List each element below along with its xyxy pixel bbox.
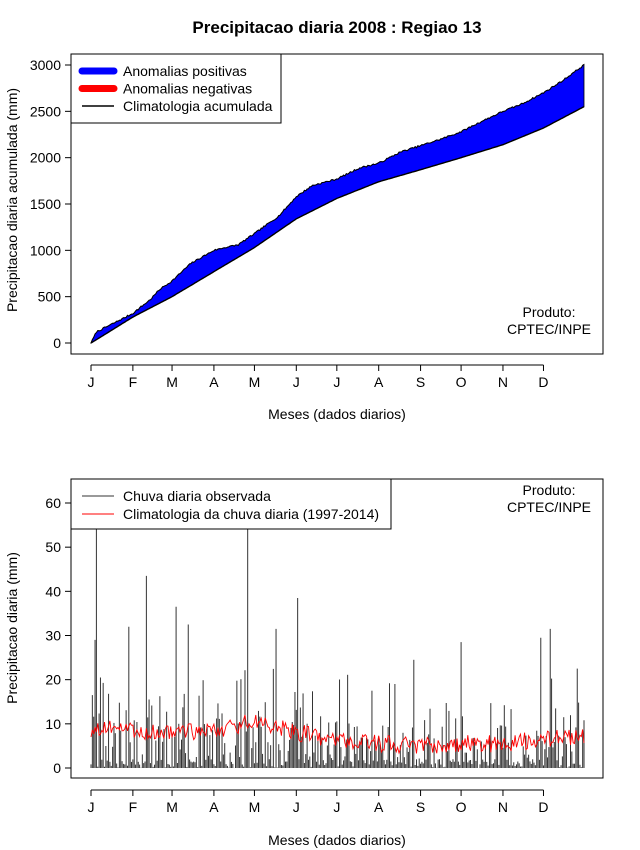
y-tick-label: 30: [45, 628, 61, 644]
x-tick-label: J: [333, 374, 340, 390]
x-tick-label: M: [249, 799, 261, 815]
x-tick-label: J: [88, 374, 95, 390]
y-tick-label: 0: [53, 335, 61, 351]
y-tick-label: 2500: [30, 103, 61, 119]
y-axis-label: Precipitacao diaria acumulada (mm): [4, 88, 20, 312]
x-tick-label: O: [456, 799, 467, 815]
product-label: Produto:: [523, 482, 576, 498]
y-axis: 0 10 20 30 40 50 60: [45, 495, 72, 776]
cumulative-panel: 0 500 1000 1500 2000 2500 3000 J F M A M J J A S O N D Pr…: [4, 53, 604, 422]
x-tick-label: A: [374, 799, 384, 815]
legend-label: Climatologia acumulada: [123, 98, 273, 114]
legend: Chuva diaria observada Climatologia da ch…: [70, 478, 392, 530]
series-line-climatology-daily: [90, 714, 585, 755]
x-tick-label: D: [538, 799, 548, 815]
legend-label: Anomalias negativas: [123, 81, 252, 97]
x-tick-label: J: [333, 799, 340, 815]
product-source: CPTEC/INPE: [507, 321, 591, 337]
series-line-climatology: [90, 106, 585, 344]
y-tick-label: 0: [53, 760, 61, 776]
x-tick-label: N: [498, 799, 508, 815]
x-tick-label: F: [129, 374, 138, 390]
y-tick-label: 2000: [30, 150, 61, 166]
x-tick-label: A: [209, 799, 219, 815]
legend: Anomalias positivas Anomalias negativasCl…: [70, 53, 282, 124]
product-label: Produto:: [523, 304, 576, 320]
legend-label: Chuva diaria observada: [123, 488, 271, 504]
y-tick-label: 3000: [30, 57, 61, 73]
daily-panel: 0 10 20 30 40 50 60 J F M A M J J A S O N D Precipitacao …: [4, 478, 604, 848]
legend-label: Anomalias positivas: [123, 63, 247, 79]
x-tick-label: O: [456, 374, 467, 390]
figure-title: Precipitacao diaria 2008 : Regiao 13: [192, 18, 481, 37]
x-tick-label: J: [293, 799, 300, 815]
x-tick-label: F: [129, 799, 138, 815]
x-tick-label: M: [166, 374, 178, 390]
x-tick-label: J: [88, 799, 95, 815]
x-axis-label: Meses (dados diarios): [268, 832, 406, 848]
y-tick-label: 40: [45, 583, 61, 599]
y-tick-label: 60: [45, 495, 61, 511]
x-tick-label: S: [416, 374, 425, 390]
y-axis: 0 500 1000 1500 2000 2500 3000: [30, 57, 72, 351]
x-tick-label: A: [209, 374, 219, 390]
y-tick-label: 1500: [30, 196, 61, 212]
x-tick-label: N: [498, 374, 508, 390]
x-tick-label: D: [538, 374, 548, 390]
y-tick-label: 1000: [30, 242, 61, 258]
x-tick-label: J: [293, 374, 300, 390]
y-tick-label: 20: [45, 672, 61, 688]
legend-label: Climatologia da chuva diaria (1997-2014): [123, 506, 379, 522]
climatology-line-layer: [90, 714, 585, 755]
series-lines-layer: [90, 63, 585, 344]
legend-box: [70, 478, 392, 530]
x-tick-label: M: [166, 799, 178, 815]
x-tick-label: A: [374, 374, 384, 390]
y-tick-label: 500: [38, 289, 62, 305]
x-tick-label: S: [416, 799, 425, 815]
x-tick-label: M: [249, 374, 261, 390]
y-axis-label: Precipitacao diaria (mm): [4, 552, 20, 704]
product-source: CPTEC/INPE: [507, 499, 591, 515]
y-tick-label: 10: [45, 716, 61, 732]
series-line-observed-cumulative: [90, 63, 585, 344]
y-tick-label: 50: [45, 539, 61, 555]
x-axis-label: Meses (dados diarios): [268, 406, 406, 422]
